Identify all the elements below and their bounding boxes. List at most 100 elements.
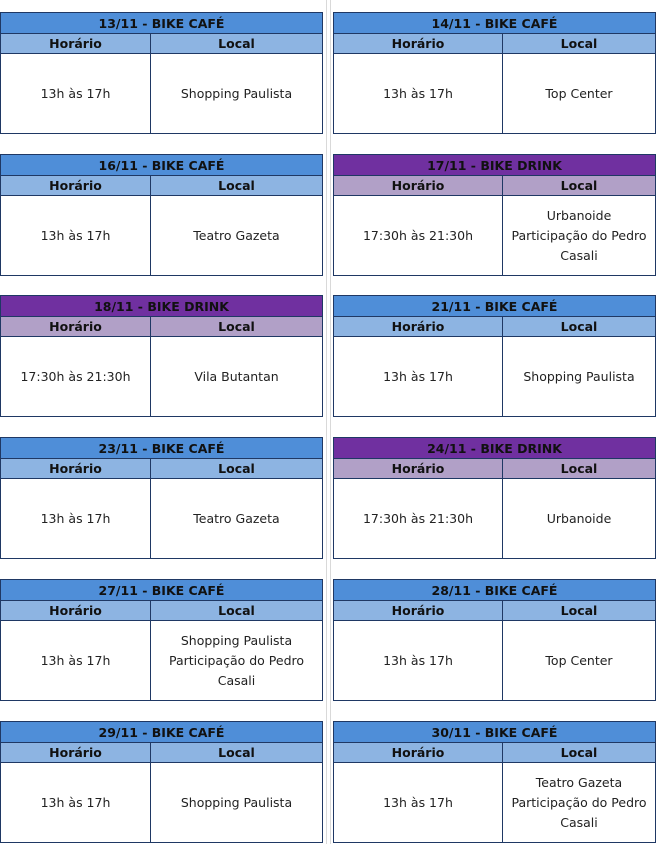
horario-value: 13h às 17h <box>333 337 503 417</box>
local-lines: Top Center <box>545 84 612 104</box>
header-horario: Horário <box>0 601 151 621</box>
horario-value: 13h às 17h <box>333 763 503 843</box>
event-title: 28/11 - BIKE CAFÉ <box>333 579 656 601</box>
event-card: 21/11 - BIKE CAFÉ Horário Local 13h às 17h S… <box>333 295 656 417</box>
event-card: 27/11 - BIKE CAFÉ Horário Local 13h às 17h S… <box>0 579 323 701</box>
local-lines: Teatro Gazeta Participação do Pedro Casali <box>511 773 646 833</box>
local-line: Top Center <box>545 652 613 668</box>
header-local: Local <box>150 176 323 196</box>
local-value: Teatro Gazeta Participação do Pedro Casali <box>502 763 656 843</box>
horario-value: 17:30h às 21:30h <box>0 337 151 417</box>
event-title: 27/11 - BIKE CAFÉ <box>0 579 323 601</box>
local-line: Shopping Paulista <box>180 632 293 648</box>
local-line: Shopping Paulista <box>523 368 635 384</box>
local-value: Top Center <box>502 54 656 134</box>
local-value: Shopping Paulista Participação do Pedro Ca… <box>150 621 323 701</box>
event-title: 30/11 - BIKE CAFÉ <box>333 721 656 743</box>
header-local: Local <box>150 459 323 479</box>
event-card: 17/11 - BIKE DRINK Horário Local 17:30h às … <box>333 154 656 276</box>
local-line: Participação do Pedro <box>511 227 647 243</box>
header-horario: Horário <box>0 317 151 337</box>
event-card: 24/11 - BIKE DRINK Horário Local 17:30h às … <box>333 437 656 559</box>
local-line: Teatro Gazeta <box>535 774 623 790</box>
event-card: 29/11 - BIKE CAFÉ Horário Local 13h às 17h S… <box>0 721 323 843</box>
event-title: 17/11 - BIKE DRINK <box>333 154 656 176</box>
local-line: Participação do Pedro <box>511 794 647 810</box>
local-line: Shopping Paulista <box>180 794 293 810</box>
horario-value: 13h às 17h <box>333 621 503 701</box>
local-line: Top Center <box>545 85 613 101</box>
local-value: Vila Butantan <box>150 337 323 417</box>
header-horario: Horário <box>333 317 503 337</box>
local-value: Teatro Gazeta <box>150 479 323 559</box>
header-horario: Horário <box>333 601 503 621</box>
header-horario: Horário <box>0 743 151 763</box>
local-lines: Shopping Paulista Participação do Pedro Ca… <box>169 631 304 691</box>
event-title: 29/11 - BIKE CAFÉ <box>0 721 323 743</box>
header-local: Local <box>150 34 323 54</box>
header-local: Local <box>502 601 656 621</box>
header-horario: Horário <box>333 743 503 763</box>
local-lines: Teatro Gazeta <box>193 509 279 529</box>
event-card: 13/11 - BIKE CAFÉ Horário Local 13h às 17h S… <box>0 12 323 134</box>
local-line: Urbanoide <box>546 207 612 223</box>
event-title: 18/11 - BIKE DRINK <box>0 295 323 317</box>
horario-value: 17:30h às 21:30h <box>333 196 503 276</box>
header-local: Local <box>502 176 656 196</box>
horario-value: 13h às 17h <box>333 54 503 134</box>
event-card: 16/11 - BIKE CAFÉ Horário Local 13h às 17h T… <box>0 154 323 276</box>
horario-value: 13h às 17h <box>0 479 151 559</box>
local-line: Teatro Gazeta <box>193 227 280 243</box>
sheet-gridline <box>330 0 331 844</box>
header-horario: Horário <box>0 459 151 479</box>
event-title: 13/11 - BIKE CAFÉ <box>0 12 323 34</box>
local-line: Casali <box>560 247 598 263</box>
header-local: Local <box>502 459 656 479</box>
header-horario: Horário <box>333 459 503 479</box>
header-horario: Horário <box>0 34 151 54</box>
header-horario: Horário <box>0 176 151 196</box>
local-lines: Shopping Paulista <box>523 367 634 387</box>
header-local: Local <box>150 601 323 621</box>
horario-value: 13h às 17h <box>0 621 151 701</box>
local-lines: Urbanoide Participação do Pedro Casali <box>511 206 646 266</box>
event-card: 30/11 - BIKE CAFÉ Horário Local 13h às 17h T… <box>333 721 656 843</box>
local-line: Participação do Pedro <box>168 652 305 668</box>
sheet-gridline <box>326 0 327 844</box>
event-card: 28/11 - BIKE CAFÉ Horário Local 13h às 17h T… <box>333 579 656 701</box>
header-local: Local <box>502 317 656 337</box>
local-lines: Urbanoide <box>547 509 612 529</box>
header-local: Local <box>150 317 323 337</box>
local-value: Urbanoide Participação do Pedro Casali <box>502 196 656 276</box>
event-title: 23/11 - BIKE CAFÉ <box>0 437 323 459</box>
horario-value: 13h às 17h <box>0 54 151 134</box>
event-card: 23/11 - BIKE CAFÉ Horário Local 13h às 17h T… <box>0 437 323 559</box>
horario-value: 13h às 17h <box>0 763 151 843</box>
event-title: 14/11 - BIKE CAFÉ <box>333 12 656 34</box>
header-local: Local <box>502 743 656 763</box>
local-lines: Top Center <box>545 651 612 671</box>
local-line: Shopping Paulista <box>180 85 293 101</box>
header-local: Local <box>502 34 656 54</box>
local-value: Shopping Paulista <box>150 54 323 134</box>
event-title: 16/11 - BIKE CAFÉ <box>0 154 323 176</box>
local-lines: Shopping Paulista <box>181 84 292 104</box>
local-value: Top Center <box>502 621 656 701</box>
local-line: Vila Butantan <box>194 368 279 384</box>
event-card: 14/11 - BIKE CAFÉ Horário Local 13h às 17h T… <box>333 12 656 134</box>
header-local: Local <box>150 743 323 763</box>
horario-value: 13h às 17h <box>0 196 151 276</box>
local-value: Shopping Paulista <box>150 763 323 843</box>
horario-value: 17:30h às 21:30h <box>333 479 503 559</box>
local-line: Casali <box>217 672 256 688</box>
local-line: Teatro Gazeta <box>193 510 280 526</box>
header-horario: Horário <box>333 34 503 54</box>
local-value: Teatro Gazeta <box>150 196 323 276</box>
event-title: 21/11 - BIKE CAFÉ <box>333 295 656 317</box>
local-lines: Shopping Paulista <box>181 793 292 813</box>
local-line: Casali <box>560 814 598 830</box>
local-lines: Vila Butantan <box>194 367 278 387</box>
local-line: Urbanoide <box>546 510 612 526</box>
local-value: Shopping Paulista <box>502 337 656 417</box>
header-horario: Horário <box>333 176 503 196</box>
